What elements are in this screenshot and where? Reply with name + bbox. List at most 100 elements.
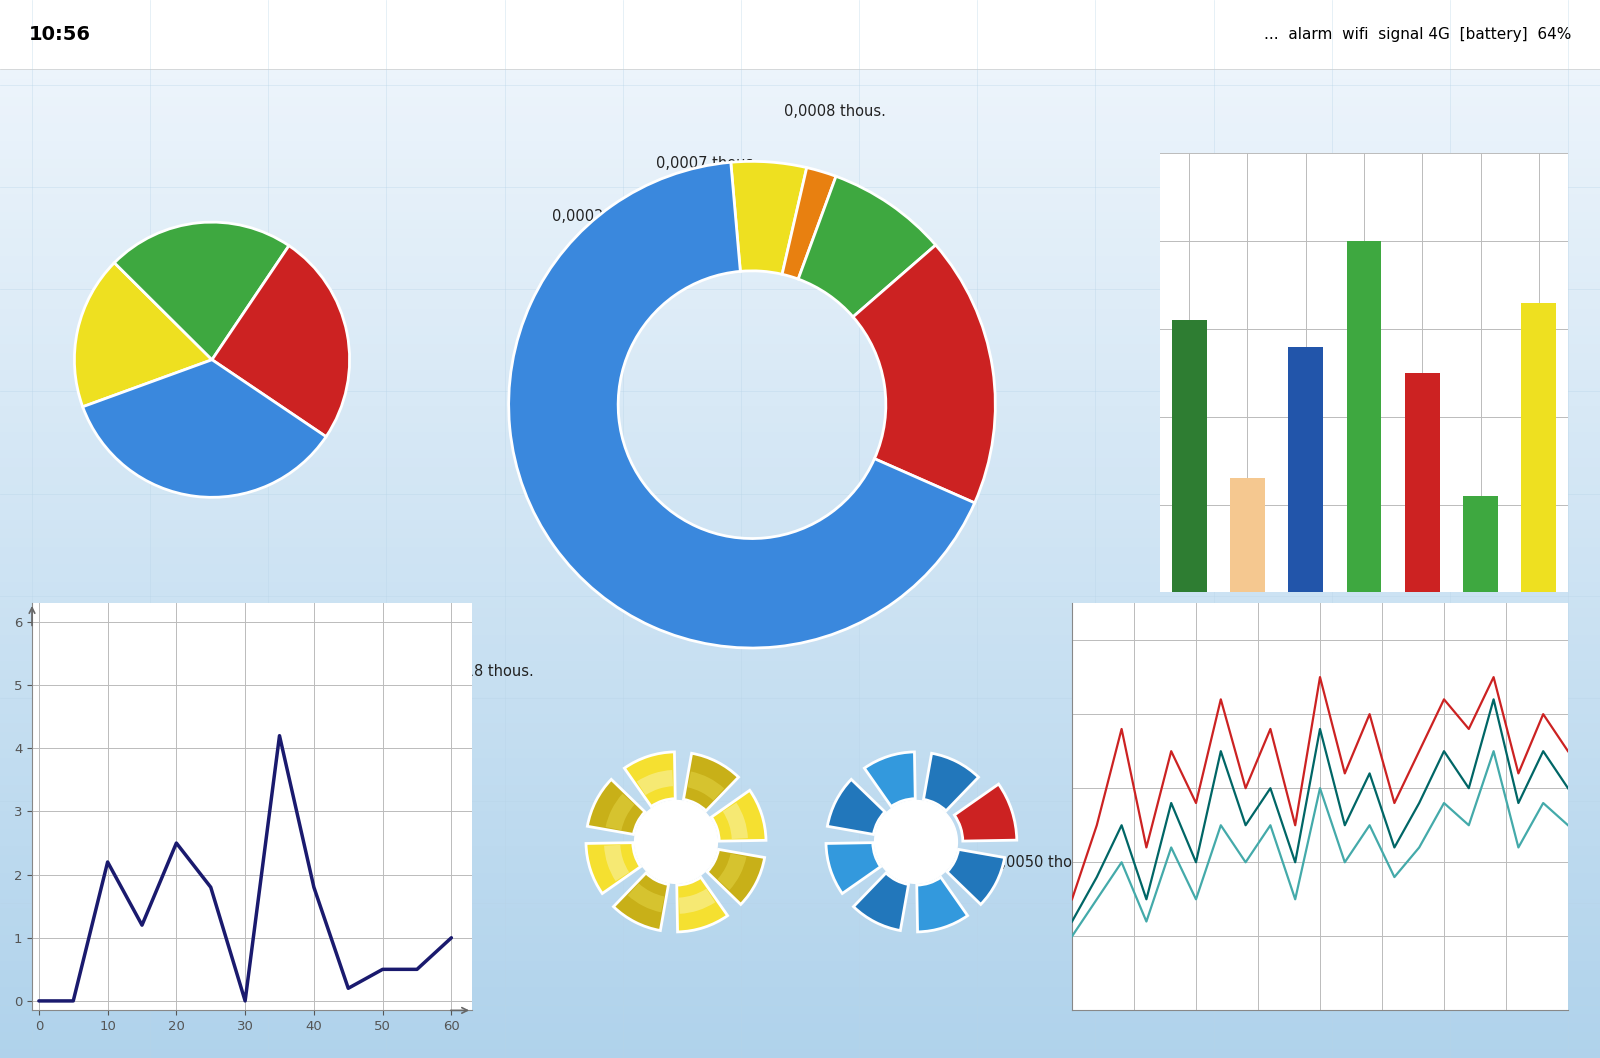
Bar xyxy=(0,167,1600,177)
Bar xyxy=(0,388,1600,397)
Circle shape xyxy=(635,801,717,883)
Bar xyxy=(0,696,1600,706)
Wedge shape xyxy=(637,770,674,796)
Bar xyxy=(1171,321,1206,592)
Bar xyxy=(0,203,1600,212)
Bar xyxy=(0,732,1600,741)
Bar xyxy=(0,79,1600,88)
Text: 0,0050 thous.: 0,0050 thous. xyxy=(992,855,1094,870)
Bar xyxy=(0,661,1600,670)
Bar xyxy=(0,917,1600,926)
Bar xyxy=(0,794,1600,802)
Bar xyxy=(0,608,1600,617)
Text: 10:56: 10:56 xyxy=(29,25,91,44)
Bar xyxy=(0,961,1600,970)
Text: 0,0018 thous.: 0,0018 thous. xyxy=(432,664,534,679)
Bar xyxy=(0,1005,1600,1014)
Wedge shape xyxy=(798,177,936,317)
Bar xyxy=(0,749,1600,759)
Bar xyxy=(0,0,1600,69)
Circle shape xyxy=(875,801,957,883)
Bar xyxy=(0,759,1600,767)
Wedge shape xyxy=(827,780,885,835)
Wedge shape xyxy=(826,842,880,894)
Bar xyxy=(0,212,1600,220)
Bar xyxy=(1230,478,1266,592)
Wedge shape xyxy=(211,245,349,437)
Wedge shape xyxy=(712,790,766,841)
Bar xyxy=(0,264,1600,273)
Bar xyxy=(0,256,1600,264)
Bar xyxy=(0,776,1600,785)
Bar xyxy=(0,106,1600,114)
Bar xyxy=(0,468,1600,476)
Bar xyxy=(0,53,1600,61)
Wedge shape xyxy=(731,161,806,274)
Bar xyxy=(0,741,1600,749)
Bar xyxy=(0,714,1600,723)
Wedge shape xyxy=(624,752,675,806)
Bar xyxy=(0,547,1600,555)
Bar xyxy=(0,132,1600,141)
Bar xyxy=(0,802,1600,811)
Bar xyxy=(0,159,1600,167)
Wedge shape xyxy=(853,873,909,931)
Bar xyxy=(1462,496,1498,592)
Bar xyxy=(0,88,1600,97)
Bar xyxy=(0,177,1600,185)
Wedge shape xyxy=(587,780,645,835)
Bar xyxy=(0,1014,1600,1023)
Bar xyxy=(0,617,1600,626)
Bar xyxy=(0,706,1600,714)
Bar xyxy=(0,397,1600,405)
Bar xyxy=(0,881,1600,891)
Bar xyxy=(0,335,1600,344)
Bar xyxy=(0,61,1600,71)
Bar xyxy=(0,643,1600,653)
Bar xyxy=(1288,347,1323,592)
Bar xyxy=(0,362,1600,370)
Bar xyxy=(0,811,1600,820)
Bar xyxy=(0,124,1600,132)
Wedge shape xyxy=(707,850,765,905)
Bar xyxy=(0,309,1600,317)
Bar xyxy=(0,723,1600,732)
Bar xyxy=(0,485,1600,494)
Wedge shape xyxy=(586,842,640,894)
Bar xyxy=(0,494,1600,503)
Wedge shape xyxy=(782,167,837,279)
Bar xyxy=(0,8,1600,18)
Bar xyxy=(0,521,1600,529)
Bar xyxy=(0,944,1600,952)
Bar xyxy=(0,688,1600,696)
Bar xyxy=(0,114,1600,124)
Bar xyxy=(0,503,1600,511)
Bar xyxy=(0,838,1600,846)
Bar xyxy=(0,997,1600,1005)
Bar xyxy=(0,926,1600,934)
Bar xyxy=(0,987,1600,997)
Bar xyxy=(0,979,1600,987)
Wedge shape xyxy=(83,360,326,497)
Wedge shape xyxy=(688,771,725,801)
Bar xyxy=(0,873,1600,881)
Bar xyxy=(0,238,1600,247)
Bar xyxy=(0,820,1600,828)
Bar xyxy=(0,564,1600,573)
Bar xyxy=(0,476,1600,485)
Bar xyxy=(0,370,1600,379)
Bar xyxy=(0,247,1600,256)
Bar xyxy=(0,864,1600,873)
Bar xyxy=(0,555,1600,564)
Wedge shape xyxy=(683,753,739,810)
Wedge shape xyxy=(717,854,747,890)
Bar xyxy=(0,590,1600,600)
Bar xyxy=(0,18,1600,26)
Bar xyxy=(0,626,1600,635)
Bar xyxy=(0,291,1600,299)
Bar xyxy=(0,26,1600,35)
Bar xyxy=(0,441,1600,450)
Bar xyxy=(0,1050,1600,1058)
Wedge shape xyxy=(917,877,968,932)
Bar xyxy=(1522,303,1557,592)
